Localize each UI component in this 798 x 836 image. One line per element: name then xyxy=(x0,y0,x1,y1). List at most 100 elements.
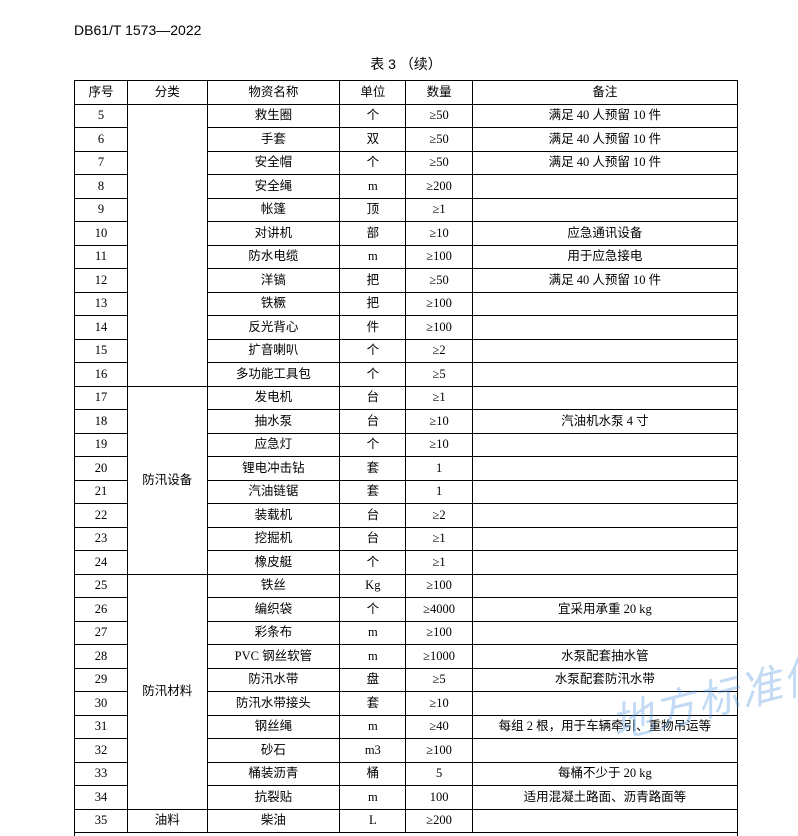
cell-unit: 套 xyxy=(340,457,406,481)
cell-qty: ≥1 xyxy=(406,527,472,551)
cell-note xyxy=(472,527,737,551)
cell-name: 挖掘机 xyxy=(207,527,340,551)
cell-note xyxy=(472,739,737,763)
cell-seq: 23 xyxy=(75,527,128,551)
cell-qty: ≥10 xyxy=(406,692,472,716)
cell-name: 柴油 xyxy=(207,809,340,833)
cell-name: 防水电缆 xyxy=(207,245,340,269)
cell-qty: ≥1 xyxy=(406,386,472,410)
cell-note xyxy=(472,292,737,316)
table-footnote-row: 注：具体种类和数量可根据路段地质、气象、交通特点进行调整。 xyxy=(75,833,738,836)
cell-note xyxy=(472,175,737,199)
cell-seq: 14 xyxy=(75,316,128,340)
cell-unit: 台 xyxy=(340,410,406,434)
cell-qty: 1 xyxy=(406,457,472,481)
cell-unit: 个 xyxy=(340,339,406,363)
cell-seq: 5 xyxy=(75,104,128,128)
cell-qty: ≥2 xyxy=(406,339,472,363)
cell-name: 橡皮艇 xyxy=(207,551,340,575)
cell-qty: ≥100 xyxy=(406,316,472,340)
table-footnote: 注：具体种类和数量可根据路段地质、气象、交通特点进行调整。 xyxy=(75,833,738,836)
cell-qty: ≥50 xyxy=(406,128,472,152)
cell-seq: 21 xyxy=(75,480,128,504)
cell-qty: ≥10 xyxy=(406,433,472,457)
cell-note xyxy=(472,809,737,833)
cell-qty: ≥100 xyxy=(406,292,472,316)
cell-name: 桶装沥青 xyxy=(207,762,340,786)
cell-note xyxy=(472,551,737,575)
cell-unit: 台 xyxy=(340,386,406,410)
cell-qty: ≥2 xyxy=(406,504,472,528)
cell-name: 防汛水带接头 xyxy=(207,692,340,716)
cell-note xyxy=(472,316,737,340)
cell-note: 满足 40 人预留 10 件 xyxy=(472,104,737,128)
table-row: 5救生圈个≥50满足 40 人预留 10 件 xyxy=(75,104,738,128)
cell-qty: ≥100 xyxy=(406,739,472,763)
cell-qty: ≥200 xyxy=(406,175,472,199)
cell-qty: ≥200 xyxy=(406,809,472,833)
cell-unit: 台 xyxy=(340,504,406,528)
cell-note xyxy=(472,198,737,222)
cell-unit: m xyxy=(340,175,406,199)
cell-seq: 30 xyxy=(75,692,128,716)
cell-seq: 17 xyxy=(75,386,128,410)
cell-name: 铁丝 xyxy=(207,574,340,598)
cell-name: 救生圈 xyxy=(207,104,340,128)
cell-name: 铁橛 xyxy=(207,292,340,316)
cell-name: 洋镐 xyxy=(207,269,340,293)
cell-unit: 套 xyxy=(340,480,406,504)
cell-seq: 35 xyxy=(75,809,128,833)
cell-seq: 9 xyxy=(75,198,128,222)
cell-note: 满足 40 人预留 10 件 xyxy=(472,128,737,152)
cell-name: 编织袋 xyxy=(207,598,340,622)
cell-qty: ≥4000 xyxy=(406,598,472,622)
cell-seq: 10 xyxy=(75,222,128,246)
cell-name: 帐篷 xyxy=(207,198,340,222)
cell-unit: 件 xyxy=(340,316,406,340)
cell-unit: m3 xyxy=(340,739,406,763)
cell-seq: 27 xyxy=(75,621,128,645)
cell-unit: m xyxy=(340,645,406,669)
cell-seq: 22 xyxy=(75,504,128,528)
cell-qty: ≥10 xyxy=(406,410,472,434)
cell-name: 装载机 xyxy=(207,504,340,528)
cell-unit: 台 xyxy=(340,527,406,551)
cell-seq: 26 xyxy=(75,598,128,622)
cell-unit: Kg xyxy=(340,574,406,598)
th-unit: 单位 xyxy=(340,81,406,105)
cell-name: 锂电冲击钻 xyxy=(207,457,340,481)
cell-name: 彩条布 xyxy=(207,621,340,645)
cell-unit: 套 xyxy=(340,692,406,716)
cell-qty: ≥100 xyxy=(406,574,472,598)
cell-note: 每桶不少于 20 kg xyxy=(472,762,737,786)
cell-name: 应急灯 xyxy=(207,433,340,457)
cell-category xyxy=(128,104,208,386)
doc-id: DB61/T 1573—2022 xyxy=(74,22,738,38)
cell-seq: 20 xyxy=(75,457,128,481)
cell-unit: 盘 xyxy=(340,668,406,692)
cell-note: 水泵配套防汛水带 xyxy=(472,668,737,692)
cell-qty: 5 xyxy=(406,762,472,786)
cell-seq: 32 xyxy=(75,739,128,763)
cell-unit: 个 xyxy=(340,151,406,175)
cell-name: 安全绳 xyxy=(207,175,340,199)
table-title: 表 3 （续） xyxy=(74,54,738,74)
table-row: 35油料柴油L≥200 xyxy=(75,809,738,833)
cell-note xyxy=(472,574,737,598)
cell-name: 砂石 xyxy=(207,739,340,763)
cell-qty: ≥40 xyxy=(406,715,472,739)
cell-unit: 把 xyxy=(340,292,406,316)
cell-category: 防汛设备 xyxy=(128,386,208,574)
cell-seq: 34 xyxy=(75,786,128,810)
cell-name: 多功能工具包 xyxy=(207,363,340,387)
cell-note xyxy=(472,480,737,504)
cell-note xyxy=(472,386,737,410)
th-cat: 分类 xyxy=(128,81,208,105)
cell-seq: 24 xyxy=(75,551,128,575)
table-row: 25防汛材料铁丝Kg≥100 xyxy=(75,574,738,598)
cell-seq: 25 xyxy=(75,574,128,598)
cell-unit: m xyxy=(340,245,406,269)
cell-note: 水泵配套抽水管 xyxy=(472,645,737,669)
cell-seq: 13 xyxy=(75,292,128,316)
materials-table: 序号 分类 物资名称 单位 数量 备注 5救生圈个≥50满足 40 人预留 10… xyxy=(74,80,738,836)
